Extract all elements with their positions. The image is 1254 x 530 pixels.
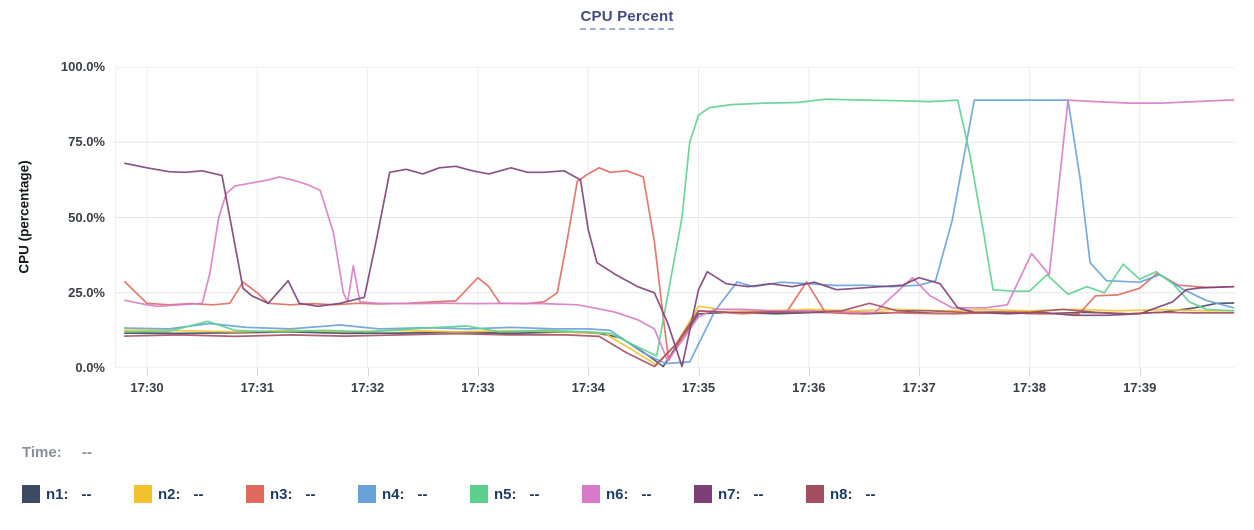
x-tick-label: 17:31 <box>240 380 274 395</box>
chart-line-n4 <box>124 99 1235 365</box>
x-tick-label: 17:36 <box>792 380 826 395</box>
x-tick-label: 17:38 <box>1012 380 1047 395</box>
x-tick-mark <box>367 368 369 376</box>
legend-swatch-n8 <box>806 485 824 503</box>
x-tick-mark <box>147 368 148 376</box>
legend-label-n2: n2: <box>158 485 181 503</box>
chart-canvas[interactable] <box>115 67 1235 368</box>
x-tick-label: 17:39 <box>1123 380 1157 395</box>
chart-line-n7 <box>124 162 1235 368</box>
legend-swatch-n2 <box>134 485 152 503</box>
legend-item-n2[interactable]: n2: -- <box>134 483 204 505</box>
legend-item-n3[interactable]: n3: -- <box>246 483 316 505</box>
x-tick-mark <box>257 368 259 376</box>
legend-swatch-n3 <box>246 485 264 503</box>
legend: n1: -- n2: -- n3: -- n4: -- n5: -- n6: -- n7: -- n8: -- <box>0 483 1254 509</box>
y-tick-label: 0.0% <box>75 360 105 375</box>
x-tick-mark <box>808 368 810 376</box>
legend-value-n2: -- <box>193 485 204 503</box>
chart-title-wrap: CPU Percent <box>0 8 1254 30</box>
legend-item-n8[interactable]: n8: -- <box>806 483 876 505</box>
time-value: -- <box>81 444 92 461</box>
legend-value-n5: -- <box>529 485 540 503</box>
x-tick-label: 17:30 <box>130 380 164 395</box>
legend-item-n1[interactable]: n1: -- <box>22 483 92 505</box>
legend-item-n7[interactable]: n7: -- <box>694 483 764 505</box>
x-tick-mark <box>1029 368 1031 376</box>
x-tick-label: 17:37 <box>902 380 936 395</box>
legend-label-n3: n3: <box>270 485 293 503</box>
legend-value-n7: -- <box>753 485 764 503</box>
chart-line-n8 <box>124 302 1235 368</box>
x-tick-mark <box>1139 368 1141 376</box>
x-tick-mark <box>919 368 921 376</box>
chart-line-n6 <box>124 99 1235 362</box>
legend-value-n3: -- <box>305 485 316 503</box>
legend-label-n1: n1: <box>46 485 69 503</box>
y-tick-label: 100.0% <box>60 59 105 74</box>
legend-label-n4: n4: <box>382 485 405 503</box>
legend-value-n8: -- <box>865 485 876 503</box>
x-tick-label: 17:33 <box>461 380 495 395</box>
legend-value-n4: -- <box>417 485 428 503</box>
y-tick-label: 25.0% <box>68 284 105 300</box>
x-tick-label: 17:32 <box>350 380 385 395</box>
legend-swatch-n6 <box>582 485 600 503</box>
x-tick-mark <box>477 368 479 376</box>
x-tick-mark <box>698 368 700 376</box>
legend-label-n6: n6: <box>606 485 629 503</box>
legend-value-n6: -- <box>641 485 652 503</box>
chart-title: CPU Percent <box>580 8 674 30</box>
legend-label-n5: n5: <box>494 485 517 503</box>
legend-value-n1: -- <box>81 485 92 503</box>
legend-swatch-n4 <box>358 485 376 503</box>
legend-item-n4[interactable]: n4: -- <box>358 483 428 505</box>
x-tick-label: 17:34 <box>571 380 605 395</box>
legend-label-n7: n7: <box>718 485 741 503</box>
x-tick-label: 17:35 <box>681 380 716 395</box>
chart-line-n5 <box>124 98 1235 357</box>
time-label: Time: <box>22 444 62 461</box>
legend-swatch-n5 <box>470 485 488 503</box>
legend-item-n6[interactable]: n6: -- <box>582 483 652 505</box>
legend-swatch-n1 <box>22 485 40 503</box>
x-tick-mark <box>588 368 590 376</box>
legend-item-n5[interactable]: n5: -- <box>470 483 540 505</box>
time-row: Time: -- <box>22 444 92 461</box>
y-tick-label: 75.0% <box>68 134 105 150</box>
legend-label-n8: n8: <box>830 485 853 503</box>
legend-swatch-n7 <box>694 485 712 503</box>
y-tick-label: 50.0% <box>68 209 105 225</box>
